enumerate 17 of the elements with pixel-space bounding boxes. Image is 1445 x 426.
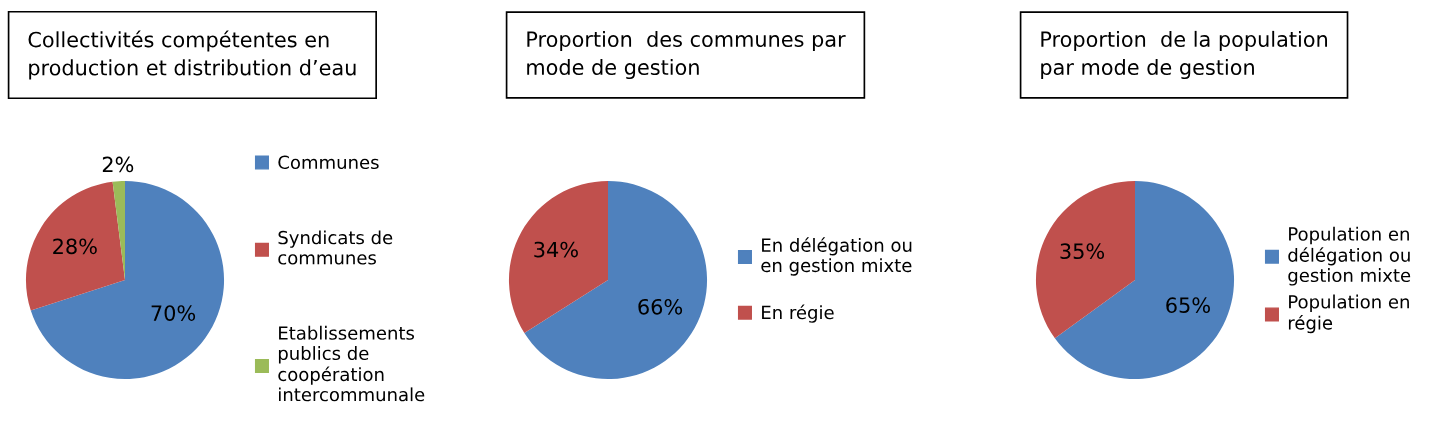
data-label: 65% — [1166, 297, 1210, 314]
data-label: 2% — [102, 156, 134, 173]
legend-label: En délégation ou en gestion mixte — [761, 237, 912, 276]
legend-label: Population en régie — [1288, 294, 1409, 334]
data-label: 28% — [53, 238, 97, 255]
data-label: 70% — [151, 305, 196, 321]
chart-title: Collectivités compétentes en production et distribution d’eau — [28, 30, 356, 80]
legend-label: Communes — [278, 155, 379, 170]
legend-label: Etablissements publics de coopération intercommunale — [278, 325, 425, 402]
legend-label: Syndicats de communes — [278, 230, 393, 265]
legend-label: En régie — [762, 304, 834, 323]
data-label: 34% — [534, 241, 578, 258]
legend-label: Population en délégation ou gestion mixte — [1288, 226, 1411, 286]
chart-title: Proportion de la population par mode de gestion — [1041, 30, 1327, 80]
data-label: 66% — [638, 298, 683, 315]
chart-title: Proportion des communes par mode de gestion — [527, 30, 846, 80]
data-label: 35% — [1060, 243, 1105, 260]
